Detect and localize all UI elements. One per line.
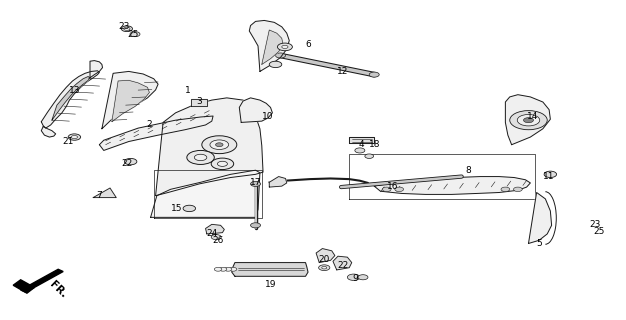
Circle shape bbox=[544, 171, 557, 178]
Circle shape bbox=[382, 187, 391, 192]
Circle shape bbox=[250, 223, 260, 228]
Polygon shape bbox=[21, 269, 63, 292]
Polygon shape bbox=[505, 95, 550, 145]
Text: 24: 24 bbox=[206, 229, 217, 238]
Circle shape bbox=[365, 154, 374, 158]
Circle shape bbox=[229, 268, 237, 271]
Text: 17: 17 bbox=[250, 179, 261, 188]
Circle shape bbox=[358, 275, 368, 280]
Circle shape bbox=[210, 140, 228, 149]
Circle shape bbox=[322, 267, 327, 269]
Polygon shape bbox=[349, 137, 374, 143]
Text: 22: 22 bbox=[121, 159, 133, 168]
Circle shape bbox=[513, 187, 522, 192]
Polygon shape bbox=[269, 177, 287, 187]
Polygon shape bbox=[41, 71, 100, 128]
Text: 23: 23 bbox=[119, 22, 130, 31]
Polygon shape bbox=[205, 224, 224, 234]
Polygon shape bbox=[262, 30, 283, 64]
Polygon shape bbox=[249, 20, 289, 71]
Polygon shape bbox=[102, 71, 158, 129]
Circle shape bbox=[501, 187, 510, 192]
Text: 23: 23 bbox=[590, 220, 601, 229]
Text: 7: 7 bbox=[96, 191, 102, 200]
Polygon shape bbox=[151, 170, 260, 217]
Circle shape bbox=[121, 26, 133, 32]
Polygon shape bbox=[333, 256, 352, 270]
Polygon shape bbox=[528, 193, 552, 244]
Circle shape bbox=[214, 268, 222, 271]
Circle shape bbox=[250, 181, 260, 187]
Text: 6: 6 bbox=[305, 40, 312, 49]
Circle shape bbox=[71, 135, 78, 139]
Text: 3: 3 bbox=[197, 97, 202, 106]
Polygon shape bbox=[374, 177, 530, 195]
Circle shape bbox=[275, 53, 285, 58]
Text: 14: 14 bbox=[527, 112, 538, 121]
Text: 9: 9 bbox=[352, 274, 358, 283]
Polygon shape bbox=[239, 98, 272, 123]
Circle shape bbox=[130, 32, 140, 37]
Polygon shape bbox=[52, 76, 90, 120]
Text: 25: 25 bbox=[128, 30, 139, 39]
Circle shape bbox=[224, 268, 232, 271]
Circle shape bbox=[347, 274, 360, 280]
Text: 8: 8 bbox=[465, 166, 471, 175]
Text: 21: 21 bbox=[63, 137, 74, 146]
Text: 20: 20 bbox=[319, 255, 330, 264]
Circle shape bbox=[217, 161, 227, 166]
Circle shape bbox=[269, 61, 282, 68]
Circle shape bbox=[277, 43, 292, 51]
Circle shape bbox=[319, 265, 330, 270]
Circle shape bbox=[211, 235, 221, 240]
Text: 4: 4 bbox=[359, 140, 364, 149]
Circle shape bbox=[282, 45, 288, 49]
Text: 18: 18 bbox=[369, 140, 380, 149]
Circle shape bbox=[194, 154, 207, 161]
Circle shape bbox=[124, 27, 130, 30]
Circle shape bbox=[369, 72, 379, 77]
Text: 15: 15 bbox=[171, 204, 183, 213]
Polygon shape bbox=[191, 100, 207, 107]
Circle shape bbox=[355, 148, 365, 153]
Circle shape bbox=[219, 268, 227, 271]
Text: 16: 16 bbox=[387, 182, 399, 191]
Circle shape bbox=[202, 136, 237, 154]
Text: 22: 22 bbox=[337, 261, 349, 270]
Text: 11: 11 bbox=[543, 172, 555, 181]
Polygon shape bbox=[13, 280, 34, 293]
Text: 26: 26 bbox=[212, 236, 223, 245]
Polygon shape bbox=[41, 126, 56, 137]
Text: 12: 12 bbox=[337, 67, 349, 76]
Circle shape bbox=[183, 205, 195, 212]
Text: 19: 19 bbox=[265, 280, 276, 289]
Circle shape bbox=[215, 143, 223, 147]
Polygon shape bbox=[100, 116, 213, 150]
Polygon shape bbox=[90, 60, 103, 78]
Text: 13: 13 bbox=[69, 86, 80, 95]
Circle shape bbox=[211, 158, 233, 170]
Text: 2: 2 bbox=[146, 120, 152, 130]
Circle shape bbox=[510, 111, 547, 130]
Text: 5: 5 bbox=[536, 239, 542, 248]
Polygon shape bbox=[112, 80, 150, 122]
Text: 10: 10 bbox=[262, 112, 274, 121]
Polygon shape bbox=[93, 188, 116, 197]
Circle shape bbox=[517, 115, 540, 126]
Text: 25: 25 bbox=[593, 227, 605, 236]
Polygon shape bbox=[232, 263, 308, 276]
Circle shape bbox=[187, 150, 214, 164]
Polygon shape bbox=[316, 249, 335, 263]
Text: 1: 1 bbox=[185, 86, 191, 95]
Polygon shape bbox=[156, 98, 263, 196]
Circle shape bbox=[125, 158, 137, 165]
Circle shape bbox=[523, 118, 533, 123]
Circle shape bbox=[395, 187, 404, 192]
Text: FR.: FR. bbox=[48, 280, 68, 300]
Circle shape bbox=[68, 134, 81, 140]
